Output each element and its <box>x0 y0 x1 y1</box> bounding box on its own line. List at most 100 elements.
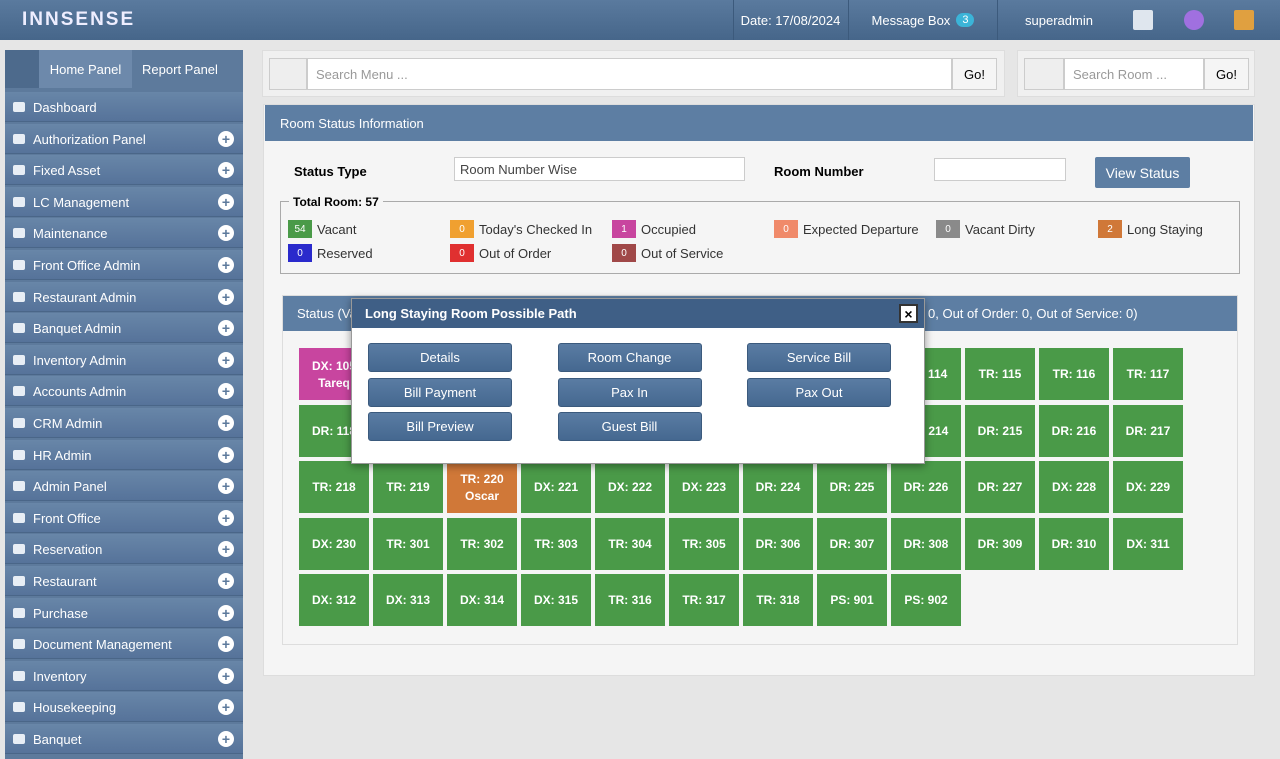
header-icon[interactable] <box>1133 10 1153 30</box>
room-tile[interactable]: DR: 310 <box>1039 517 1109 570</box>
room-tile[interactable]: TR: 218 <box>299 461 369 513</box>
room-tile[interactable]: PS: 902 <box>891 574 961 626</box>
room-tile[interactable]: TR: 316 <box>595 574 665 626</box>
room-number-input[interactable] <box>934 158 1066 181</box>
room-tile[interactable]: DR: 225 <box>817 461 887 513</box>
menu-item[interactable]: Reservation + <box>5 534 243 565</box>
modal-button[interactable]: Room Change <box>557 343 702 372</box>
room-tile[interactable]: TR: 115 <box>965 348 1035 400</box>
room-tile[interactable]: TR: 302 <box>447 517 517 570</box>
date: Date: 17/08/2024 <box>733 0 847 40</box>
close-button[interactable]: × <box>899 304 918 323</box>
menu-item[interactable]: HR Admin + <box>5 439 243 470</box>
room-tile[interactable]: DX: 222 <box>595 461 665 513</box>
modal-button[interactable]: Pax Out <box>747 377 891 407</box>
room-tile[interactable]: TR: 301 <box>373 517 443 570</box>
menu-item[interactable]: Restaurant + <box>5 566 243 596</box>
legend-label: Out of Order <box>479 246 552 261</box>
menu-label: Authorization Panel <box>33 131 146 147</box>
menu-item[interactable]: Dashboard <box>5 92 243 122</box>
menu-icon <box>13 102 25 112</box>
header-icon[interactable] <box>1184 10 1204 30</box>
search-input[interactable]: Search Room ... <box>1064 58 1204 90</box>
room-tile[interactable]: TR: 318 <box>743 574 813 626</box>
menu-item[interactable]: LC Management + <box>5 186 243 217</box>
user-menu[interactable]: superadmin <box>997 0 1120 40</box>
tab[interactable]: Report Panel <box>142 61 218 77</box>
legend-count: 54 <box>288 220 312 238</box>
room-tile[interactable]: DR: 309 <box>965 517 1035 570</box>
menu-label: Accounts Admin <box>33 384 127 400</box>
menu-item[interactable]: Front Office Admin + <box>5 250 243 280</box>
menu-item[interactable]: CRM Admin + <box>5 408 243 438</box>
room-tile[interactable]: TR: 303 <box>521 517 591 570</box>
modal-button[interactable]: Bill Payment <box>368 377 512 407</box>
menu-item[interactable]: Fixed Asset + <box>5 155 243 186</box>
room-tile[interactable]: DR: 307 <box>817 517 887 570</box>
room-tile[interactable]: DX: 221 <box>521 461 591 513</box>
modal-button[interactable]: Service Bill <box>747 343 891 372</box>
room-tile[interactable]: DX: 314 <box>447 574 517 626</box>
modal-button[interactable]: Guest Bill <box>557 412 702 441</box>
room-tile[interactable]: DR: 306 <box>743 517 813 570</box>
go-button[interactable]: Go! <box>1204 58 1249 90</box>
room-tile[interactable]: DX: 223 <box>669 461 739 513</box>
room-tile[interactable]: DR: 216 <box>1039 404 1109 457</box>
room-tile[interactable]: TR: 219 <box>373 461 443 513</box>
room-tile[interactable]: DX: 311 <box>1113 517 1183 570</box>
legend-label: Vacant <box>317 222 357 237</box>
tab[interactable]: Home Panel <box>39 50 132 88</box>
status-type-select[interactable]: Room Number Wise <box>454 157 745 181</box>
modal-button[interactable]: Pax In <box>557 377 702 407</box>
search-input[interactable]: Search Menu ... <box>307 58 952 90</box>
go-button[interactable]: Go! <box>952 58 997 90</box>
room-tile[interactable]: PS: 901 <box>817 574 887 626</box>
room-tile[interactable]: DR: 224 <box>743 461 813 513</box>
expand-icon: + <box>218 446 234 463</box>
room-tile[interactable]: DR: 226 <box>891 461 961 513</box>
room-tile[interactable]: TR: 116 <box>1039 348 1109 400</box>
menu-item[interactable]: Inventory + <box>5 660 243 691</box>
expand-icon: + <box>218 320 234 337</box>
menu-item[interactable]: Restaurant Admin + <box>5 281 243 312</box>
modal-button[interactable]: Details <box>368 343 512 372</box>
menu-item[interactable]: Document Management + <box>5 629 243 660</box>
room-tile[interactable]: DR: 308 <box>891 517 961 570</box>
menu-item[interactable]: Accounts Admin + <box>5 376 243 407</box>
view-status-button[interactable]: View Status <box>1095 157 1190 188</box>
menu-icon <box>13 670 25 681</box>
room-tile[interactable]: DX: 228 <box>1039 461 1109 513</box>
menu-item[interactable]: Authorization Panel + <box>5 123 243 154</box>
room-tile[interactable]: DR: 227 <box>965 461 1035 513</box>
room-label: TR: 115 <box>978 367 1022 381</box>
room-tile[interactable]: DX: 312 <box>299 574 369 626</box>
room-tile[interactable]: DX: 230 <box>299 517 369 570</box>
room-tile[interactable]: TR: 317 <box>669 574 739 626</box>
menu-item[interactable]: Maintenance + <box>5 218 243 249</box>
room-tile[interactable]: TR: 220 Oscar <box>447 461 517 513</box>
room-tile[interactable]: DX: 313 <box>373 574 443 626</box>
room-tile[interactable]: DX: 315 <box>521 574 591 626</box>
room-tile[interactable]: DR: 215 <box>965 404 1035 457</box>
menu-item[interactable]: Housekeeping + <box>5 692 243 723</box>
room-tile[interactable]: TR: 304 <box>595 517 665 570</box>
menu-item[interactable]: Purchase + <box>5 597 243 628</box>
menu-label: Housekeeping <box>33 700 117 716</box>
menu-item[interactable]: Admin Panel + <box>5 471 243 502</box>
room-label: DR: 224 <box>755 480 801 494</box>
modal-button[interactable]: Bill Preview <box>368 412 512 441</box>
message-box[interactable]: Message Box 3 <box>848 0 997 40</box>
menu-item[interactable]: Banquet Admin + <box>5 313 243 344</box>
menu-item[interactable]: Inventory Admin + <box>5 344 243 375</box>
menu-item[interactable]: Front Office + <box>5 502 243 533</box>
room-label: DX: 311 <box>1126 536 1170 551</box>
room-tile[interactable]: DX: 229 <box>1113 461 1183 513</box>
room-tile[interactable]: DR: 217 <box>1113 404 1183 457</box>
menu-item[interactable]: Banquet + <box>5 724 243 754</box>
room-tile[interactable]: TR: 117 <box>1113 348 1183 400</box>
room-tile[interactable]: TR: 305 <box>669 517 739 570</box>
sidebar-toggle[interactable] <box>5 50 39 88</box>
menu-icon <box>13 481 25 492</box>
header-icon[interactable] <box>1234 10 1254 30</box>
menu-label: Banquet <box>33 732 82 747</box>
